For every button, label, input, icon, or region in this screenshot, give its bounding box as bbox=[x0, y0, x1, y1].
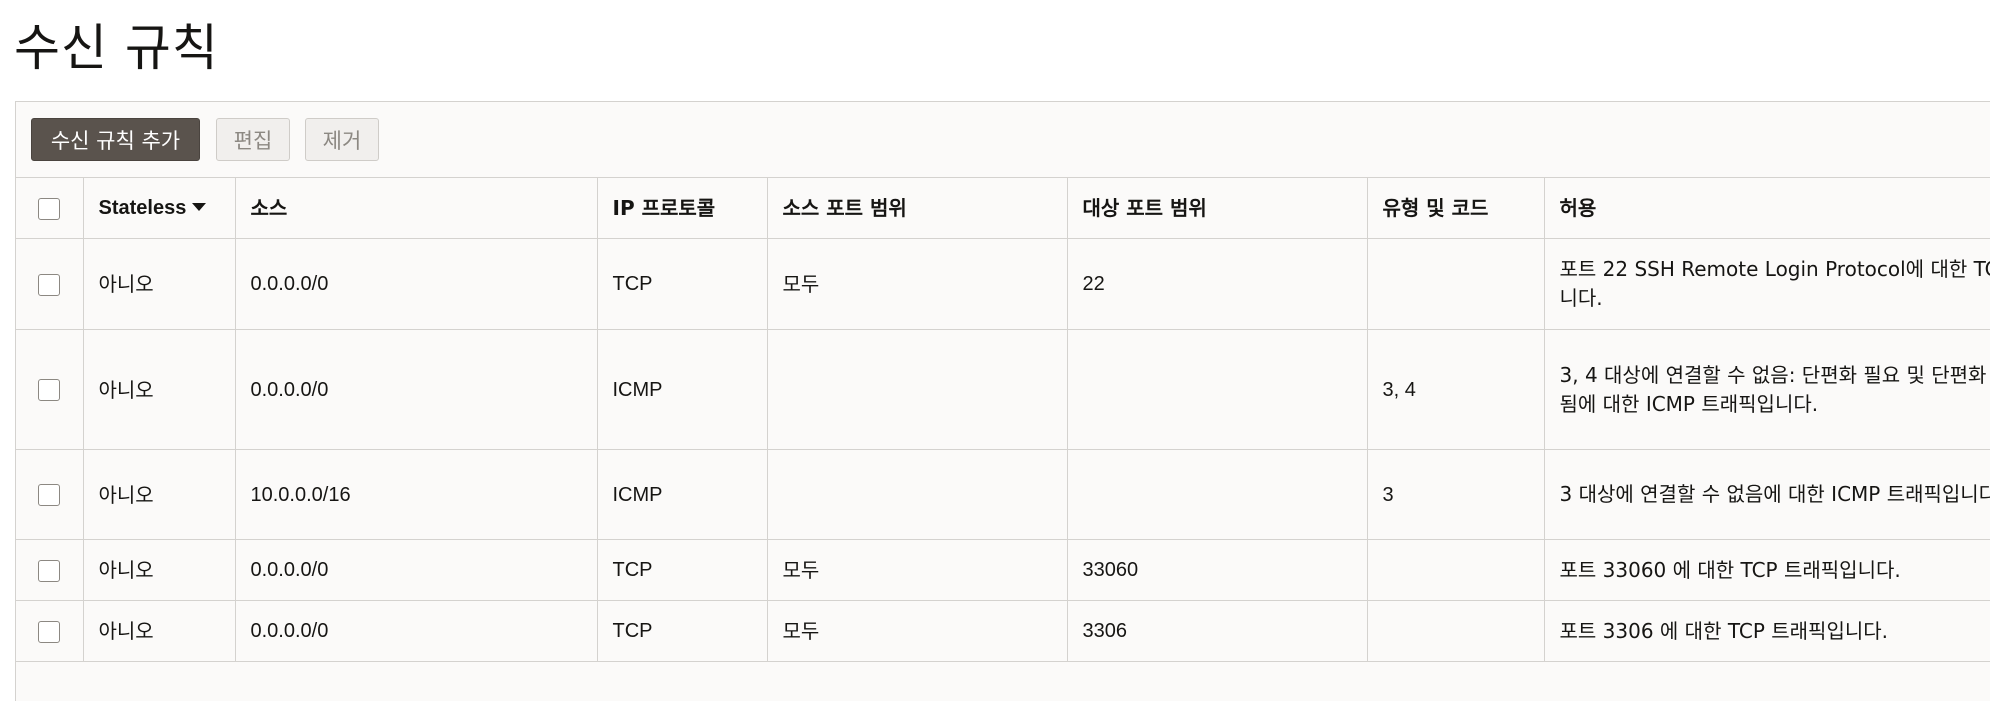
select-all-cell bbox=[16, 178, 84, 239]
column-header-allow: 허용 bbox=[1544, 178, 1990, 239]
row-select-cell bbox=[16, 329, 84, 450]
remove-button[interactable]: 제거 bbox=[305, 118, 379, 161]
cell-stateless: 아니오 bbox=[83, 449, 236, 540]
table-row: 아니오 10.0.0.0/16 ICMP 3 3 대상에 연결할 수 없음에 대… bbox=[16, 449, 1990, 540]
cell-protocol: TCP bbox=[597, 539, 768, 601]
row-checkbox[interactable] bbox=[38, 273, 61, 296]
cell-allow: 3, 4 대상에 연결할 수 없음: 단편화 필요 및 단편화 안함이 설정됨에… bbox=[1544, 329, 1990, 450]
column-header-type-code: 유형 및 코드 bbox=[1367, 178, 1545, 239]
row-select-cell bbox=[16, 449, 84, 540]
column-header-source-port: 소스 포트 범위 bbox=[767, 178, 1068, 239]
cell-source: 0.0.0.0/0 bbox=[235, 539, 598, 601]
row-checkbox[interactable] bbox=[38, 484, 61, 507]
cell-type-code bbox=[1367, 600, 1545, 662]
cell-dest-port: 33060 bbox=[1067, 539, 1368, 601]
ingress-rules-table: Stateless 소스 IP 프로토콜 소스 포트 범위 대상 포트 범위 유… bbox=[16, 178, 1990, 662]
row-checkbox[interactable] bbox=[38, 620, 61, 643]
row-checkbox[interactable] bbox=[38, 379, 61, 402]
add-ingress-rule-button[interactable]: 수신 규칙 추가 bbox=[31, 118, 200, 161]
cell-stateless: 아니오 bbox=[83, 238, 236, 330]
table-row: 아니오 0.0.0.0/0 TCP 모두 22 포트 22 SSH Remote… bbox=[16, 238, 1990, 330]
cell-source-port bbox=[767, 449, 1068, 540]
cell-protocol: TCP bbox=[597, 238, 768, 330]
column-header-dest-port: 대상 포트 범위 bbox=[1067, 178, 1368, 239]
table-row: 아니오 0.0.0.0/0 ICMP 3, 4 3, 4 대상에 연결할 수 없… bbox=[16, 329, 1990, 450]
cell-stateless: 아니오 bbox=[83, 600, 236, 662]
cell-stateless: 아니오 bbox=[83, 329, 236, 450]
table-row: 아니오 0.0.0.0/0 TCP 모두 33060 포트 33060 에 대한… bbox=[16, 539, 1990, 601]
cell-source: 0.0.0.0/0 bbox=[235, 329, 598, 450]
column-header-stateless[interactable]: Stateless bbox=[83, 178, 236, 239]
cell-source-port: 모두 bbox=[767, 238, 1068, 330]
cell-source-port: 모두 bbox=[767, 600, 1068, 662]
cell-allow: 포트 22 SSH Remote Login Protocol에 대한 TCP … bbox=[1544, 238, 1990, 330]
cell-protocol: ICMP bbox=[597, 329, 768, 450]
page-title: 수신 규칙 bbox=[14, 19, 219, 77]
row-select-cell bbox=[16, 600, 84, 662]
select-all-checkbox[interactable] bbox=[38, 197, 61, 220]
cell-protocol: ICMP bbox=[597, 449, 768, 540]
cell-type-code bbox=[1367, 238, 1545, 330]
row-select-cell bbox=[16, 238, 84, 330]
table-header-row: Stateless 소스 IP 프로토콜 소스 포트 범위 대상 포트 범위 유… bbox=[16, 178, 1990, 239]
column-header-protocol: IP 프로토콜 bbox=[597, 178, 768, 239]
ingress-rules-panel: 수신 규칙 추가 편집 제거 Stateless 소스 IP 프로토 bbox=[15, 101, 1990, 701]
cell-protocol: TCP bbox=[597, 600, 768, 662]
cell-source: 0.0.0.0/0 bbox=[235, 600, 598, 662]
cell-source: 10.0.0.0/16 bbox=[235, 449, 598, 540]
cell-dest-port: 22 bbox=[1067, 238, 1368, 330]
row-select-cell bbox=[16, 539, 84, 601]
edit-button[interactable]: 편집 bbox=[216, 118, 290, 161]
cell-dest-port: 3306 bbox=[1067, 600, 1368, 662]
cell-stateless: 아니오 bbox=[83, 539, 236, 601]
column-header-source: 소스 bbox=[235, 178, 598, 239]
cell-type-code: 3, 4 bbox=[1367, 329, 1545, 450]
cell-allow: 포트 3306 에 대한 TCP 트래픽입니다. bbox=[1544, 600, 1990, 662]
cell-type-code: 3 bbox=[1367, 449, 1545, 540]
cell-type-code bbox=[1367, 539, 1545, 601]
cell-source-port bbox=[767, 329, 1068, 450]
cell-dest-port bbox=[1067, 329, 1368, 450]
table-row: 아니오 0.0.0.0/0 TCP 모두 3306 포트 3306 에 대한 T… bbox=[16, 600, 1990, 662]
row-checkbox[interactable] bbox=[38, 559, 61, 582]
cell-allow: 포트 33060 에 대한 TCP 트래픽입니다. bbox=[1544, 539, 1990, 601]
cell-dest-port bbox=[1067, 449, 1368, 540]
cell-source-port: 모두 bbox=[767, 539, 1068, 601]
cell-allow: 3 대상에 연결할 수 없음에 대한 ICMP 트래픽입니다. bbox=[1544, 449, 1990, 540]
column-header-label: Stateless bbox=[98, 197, 187, 219]
toolbar: 수신 규칙 추가 편집 제거 bbox=[16, 102, 1990, 178]
sort-down-icon[interactable] bbox=[192, 202, 207, 211]
cell-source: 0.0.0.0/0 bbox=[235, 238, 598, 330]
